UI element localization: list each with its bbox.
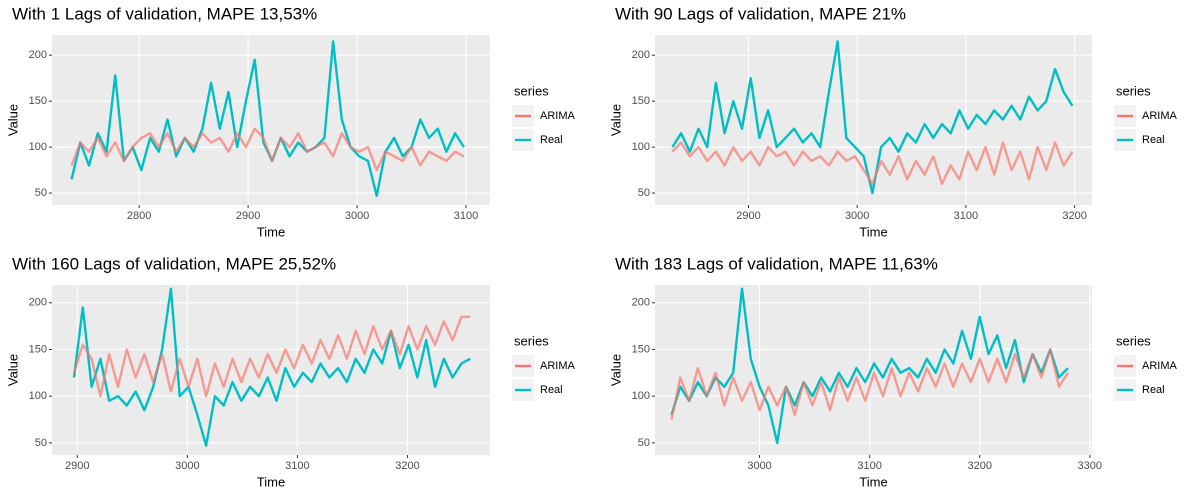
y-tick-label: 150 bbox=[632, 343, 650, 355]
x-tick-label: 2900 bbox=[736, 210, 760, 222]
x-tick-label: 2900 bbox=[236, 210, 260, 222]
y-tick-label: 150 bbox=[29, 95, 47, 107]
y-tick-label: 100 bbox=[632, 390, 650, 402]
chart-title: With 183 Lags of validation, MAPE 11,63% bbox=[615, 254, 938, 273]
chart-title: With 160 Lags of validation, MAPE 25,52% bbox=[12, 254, 336, 273]
legend-title: series bbox=[1116, 333, 1151, 348]
legend-title: series bbox=[1116, 83, 1151, 98]
chart-title: With 90 Lags of validation, MAPE 21% bbox=[615, 4, 906, 23]
y-tick-label: 200 bbox=[632, 49, 650, 61]
y-tick-label: 100 bbox=[29, 390, 47, 402]
y-tick-label: 200 bbox=[632, 297, 650, 309]
x-tick-label: 2900 bbox=[65, 460, 89, 472]
x-tick-label: 3200 bbox=[1062, 210, 1086, 222]
x-tick-label: 3200 bbox=[967, 460, 991, 472]
x-axis-label: Time bbox=[257, 474, 285, 489]
series-line bbox=[670, 348, 1069, 420]
y-tick-label: 50 bbox=[638, 187, 650, 199]
legend-label: Real bbox=[540, 134, 563, 146]
legend-label: Real bbox=[1142, 384, 1165, 396]
legend-label: Real bbox=[540, 384, 563, 396]
series-line bbox=[671, 141, 1074, 186]
x-tick-label: 3100 bbox=[285, 460, 309, 472]
x-axis-label: Time bbox=[859, 474, 887, 489]
legend-label: ARIMA bbox=[540, 360, 576, 372]
y-axis-label: Value bbox=[5, 104, 20, 136]
y-tick-label: 100 bbox=[632, 141, 650, 153]
x-tick-label: 3100 bbox=[857, 460, 881, 472]
x-tick-label: 3000 bbox=[345, 210, 369, 222]
x-tick-label: 3000 bbox=[175, 460, 199, 472]
x-tick-label: 3000 bbox=[845, 210, 869, 222]
plot-background bbox=[52, 285, 490, 455]
legend-label: ARIMA bbox=[540, 110, 576, 122]
series-line bbox=[671, 40, 1074, 195]
legend-title: series bbox=[514, 83, 549, 98]
y-tick-label: 200 bbox=[29, 49, 47, 61]
y-axis-label: Value bbox=[5, 354, 20, 386]
x-tick-label: 3200 bbox=[395, 460, 419, 472]
legend-label: ARIMA bbox=[1142, 360, 1178, 372]
x-tick-label: 3100 bbox=[954, 210, 978, 222]
y-tick-label: 100 bbox=[29, 141, 47, 153]
legend-title: series bbox=[514, 333, 549, 348]
legend-label: ARIMA bbox=[1142, 110, 1178, 122]
chart-title: With 1 Lags of validation, MAPE 13,53% bbox=[12, 4, 317, 23]
series-line bbox=[670, 287, 1069, 445]
x-axis-label: Time bbox=[859, 224, 887, 239]
x-tick-label: 2800 bbox=[127, 210, 151, 222]
x-tick-label: 3000 bbox=[747, 460, 771, 472]
y-tick-label: 150 bbox=[29, 343, 47, 355]
y-axis-label: Value bbox=[608, 104, 623, 136]
series-line bbox=[70, 127, 465, 172]
plot-background bbox=[52, 35, 490, 205]
y-tick-label: 50 bbox=[35, 437, 47, 449]
legend-label: Real bbox=[1142, 134, 1165, 146]
series-line bbox=[72, 315, 471, 398]
plot-background bbox=[655, 285, 1092, 455]
y-tick-label: 150 bbox=[632, 95, 650, 107]
x-tick-label: 3100 bbox=[454, 210, 478, 222]
x-axis-label: Time bbox=[257, 224, 285, 239]
series-line bbox=[72, 287, 471, 447]
y-tick-label: 50 bbox=[638, 437, 650, 449]
y-axis-label: Value bbox=[608, 354, 623, 386]
x-tick-label: 3300 bbox=[1078, 460, 1102, 472]
y-tick-label: 50 bbox=[35, 187, 47, 199]
y-tick-label: 200 bbox=[29, 297, 47, 309]
